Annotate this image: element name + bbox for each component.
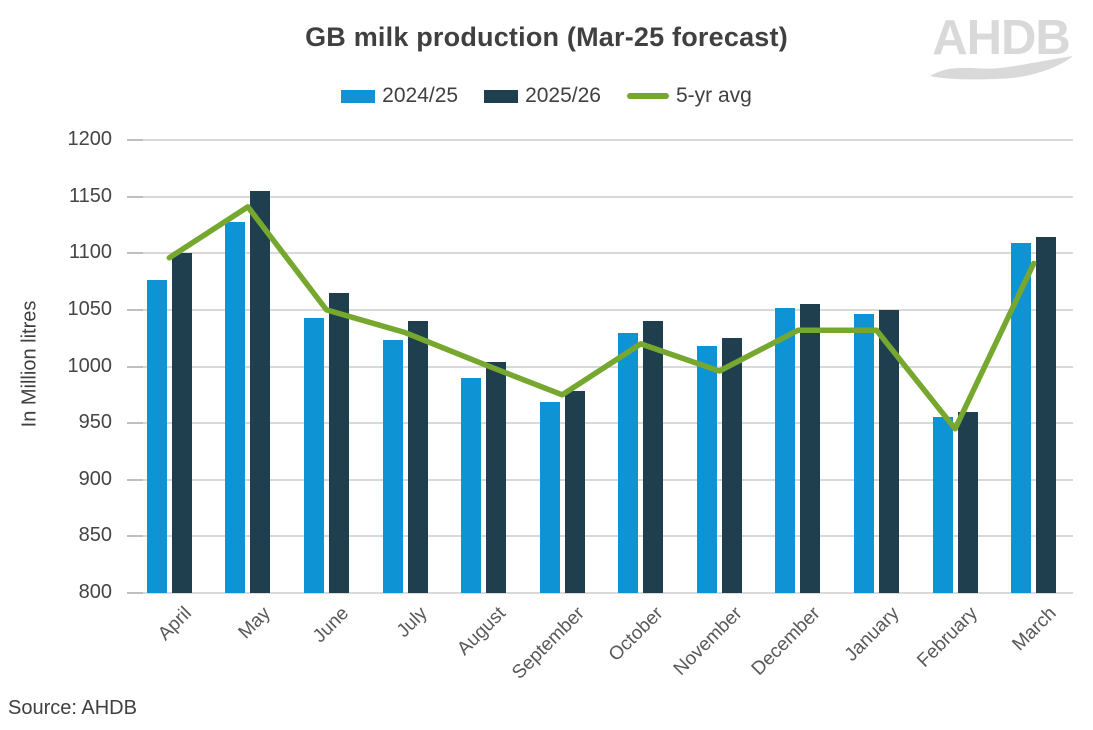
bar-2025-26-september [564,391,585,593]
bar-2025-26-july [407,321,428,593]
bar-2024-25-june [303,317,324,593]
x-axis-label-september: September [508,603,590,684]
y-tick-label-850: 850 [78,524,112,547]
bar-2024-25-december [775,307,796,593]
y-tick-label-1100: 1100 [68,241,112,264]
y-tick-mark-1000 [127,365,143,368]
bar-2025-26-november [721,338,742,593]
x-axis-label-april: April [154,603,197,645]
gridline-1000 [130,365,1073,368]
legend-label: 5-yr avg [675,84,752,107]
ahdb-wave-icon [930,56,1073,80]
bar-2025-26-june [328,292,349,593]
x-axis-label-june: June [309,603,354,647]
x-axis-label-december: December [747,603,825,680]
bar-2024-25-july [382,340,403,593]
gridline-900 [130,478,1073,481]
bar-2025-26-april [171,253,192,593]
y-tick-mark-1150 [127,195,143,198]
bar-2024-25-february [932,417,953,593]
source-note: Source: AHDB [8,697,137,719]
bar-2025-26-august [486,361,507,593]
bar-2025-26-october [643,321,664,593]
bar-2025-26-march [1036,237,1057,593]
bar-2025-26-february [957,411,978,593]
y-tick-label-900: 900 [78,467,112,490]
y-tick-mark-900 [127,478,143,481]
legend-item-5-yr-avg: 5-yr avg [626,84,752,108]
x-axis-label-february: February [913,603,982,672]
gridline-1050 [130,308,1073,311]
legend-label: 2025/26 [525,84,601,107]
legend-label: 2024/25 [382,84,459,107]
y-tick-label-1200: 1200 [67,128,113,150]
y-tick-label-1000: 1000 [67,354,113,377]
y-tick-mark-1100 [127,252,143,255]
x-axis-label-october: October [605,603,668,666]
ahdb-logo: AHDB [923,14,1079,82]
legend-item-2025-26: 2025/26 [484,84,601,108]
bar-2024-25-january [854,314,875,593]
legend-swatch-2025-26 [484,89,519,103]
legend-swatch-5-yr-avg [626,93,669,99]
gridline-850 [130,535,1073,538]
x-axis-label-november: November [669,603,747,680]
bar-2024-25-may [225,221,246,593]
gridline-1150 [130,195,1073,198]
gridline-950 [130,422,1073,425]
bar-2024-25-april [146,280,167,593]
y-tick-mark-1200 [127,139,143,141]
y-tick-label-800: 800 [78,581,112,603]
legend-swatch-2024-25 [341,89,376,103]
ahdb-logo-text: AHDB [932,11,1071,65]
bar-2024-25-november [696,346,717,593]
bar-2024-25-october [618,332,639,593]
bar-2025-26-january [879,309,900,593]
x-axis-label-january: January [840,603,904,666]
y-tick-mark-850 [127,535,143,538]
bar-2025-26-may [250,190,271,593]
chart-legend: 2024/25 2025/26 5-yr avg [0,84,1093,108]
x-axis-label-march: March [1008,603,1061,656]
y-tick-label-950: 950 [78,411,112,434]
chart-title: GB milk production (Mar-25 forecast) [305,22,788,52]
y-tick-mark-950 [127,422,143,425]
x-axis-label-july: July [393,603,432,642]
legend-item-2024-25: 2024/25 [341,84,458,108]
x-axis-label-august: August [453,603,511,660]
bar-2025-26-december [800,304,821,593]
gridline-1100 [130,252,1073,255]
bar-2024-25-september [539,401,560,593]
avg-line [166,204,1037,432]
y-tick-mark-1050 [127,308,143,311]
bar-2024-25-august [461,377,482,593]
y-tick-label-1050: 1050 [67,297,113,320]
y-axis-title: In Million litres [18,300,41,428]
bar-2024-25-march [1011,243,1032,593]
y-tick-label-1150: 1150 [68,184,112,207]
x-axis-label-may: May [234,603,275,644]
y-tick-mark-800 [127,592,143,594]
gridline-1200 [130,139,1073,141]
gridline-800 [130,592,1073,594]
